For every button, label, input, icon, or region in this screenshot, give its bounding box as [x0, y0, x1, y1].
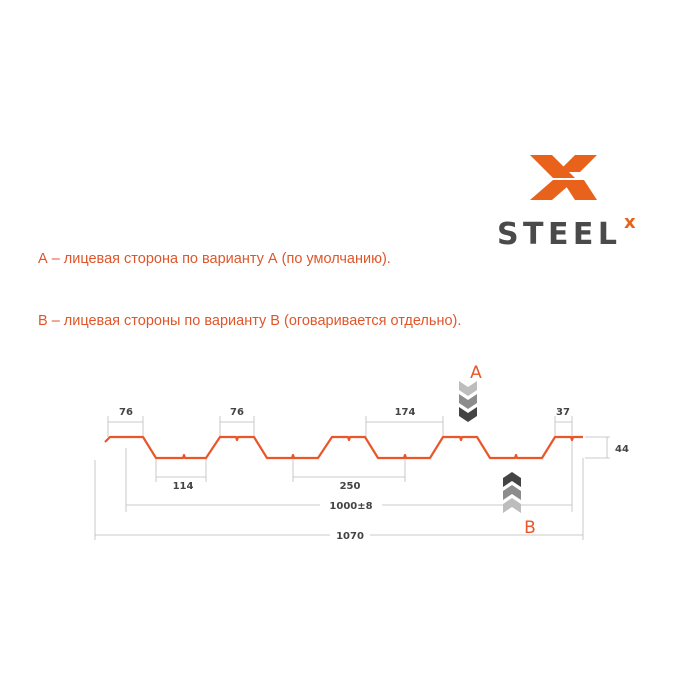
side-a-label: A — [470, 363, 482, 383]
logo-text: STEEL — [497, 217, 617, 252]
logo-x-stroke — [562, 180, 597, 200]
logo-x-stroke — [530, 155, 575, 178]
note-side-b: В – лицевая стороны по варианту В (огова… — [38, 313, 462, 329]
steelx-logo: STEEL x — [497, 155, 636, 252]
logo-superscript: x — [624, 212, 636, 233]
dimension-lines — [94, 416, 610, 540]
side-b-label: B — [524, 518, 536, 538]
dim-working-width: 1000±8 — [329, 501, 372, 512]
logo-x-stroke — [558, 155, 597, 172]
dimension-labels: 76 76 174 37 44 114 250 1000±8 1070 — [119, 407, 629, 542]
dim-edge: 37 — [556, 407, 570, 418]
dim-pitch-top: 174 — [395, 407, 416, 418]
dim-top-left: 76 — [119, 407, 133, 418]
logo-x-stroke — [530, 180, 575, 200]
dim-top-mid: 76 — [230, 407, 244, 418]
dim-full-width: 1070 — [336, 531, 364, 542]
sheet-profile — [104, 435, 583, 460]
dim-pitch-bottom: 250 — [340, 481, 361, 492]
dim-height: 44 — [615, 444, 629, 455]
side-b-chevrons-icon — [503, 472, 521, 513]
side-a-chevrons-icon — [459, 381, 477, 422]
dim-bottom: 114 — [173, 481, 194, 492]
note-side-a: А – лицевая сторона по варианту А (по ум… — [38, 251, 391, 267]
